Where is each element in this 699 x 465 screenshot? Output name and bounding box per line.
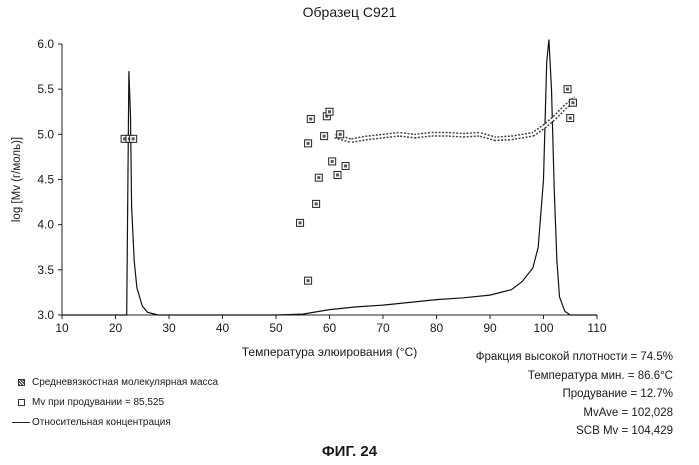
purge-point-center <box>306 279 310 283</box>
figure-label: ФИГ. 24 <box>321 443 378 460</box>
filled-square-icon <box>10 378 32 386</box>
legend-label: Mv при продувании = 85,525 <box>32 396 165 408</box>
y-tick-label: 3.0 <box>37 308 54 322</box>
purge-point-center <box>328 110 331 114</box>
purge-point-center <box>322 134 326 138</box>
y-tick-label: 4.5 <box>37 173 54 187</box>
x-tick-label: 100 <box>533 321 553 335</box>
x-tick-label: 10 <box>55 321 69 335</box>
legend-item-purge: Mv при продувании = 85,525 <box>10 392 218 412</box>
series-concentration-line <box>62 39 597 316</box>
purge-point-center <box>123 137 127 141</box>
stat-min-temperature: Температура мин. = 86.6°C <box>527 369 673 382</box>
x-tick-label: 50 <box>269 321 283 335</box>
y-tick-label: 6.0 <box>37 37 54 51</box>
open-square-icon <box>10 398 32 406</box>
legend-item-mv: Средневязкостная молекулярная масса <box>10 372 218 392</box>
x-tick-label: 110 <box>587 321 606 335</box>
purge-point-center <box>306 141 310 145</box>
legend-item-concentration: Относительная концентрация <box>10 412 218 432</box>
stat-scb-mv: SCB Mv = 104,429 <box>576 425 673 437</box>
purge-point-center <box>325 114 329 118</box>
stat-purge: Продувание = 12.7% <box>562 388 673 400</box>
x-axis-label: Температура элюирования (°C) <box>242 345 417 359</box>
legend-label: Средневязкостная молекулярная масса <box>32 376 219 388</box>
x-tick-label: 60 <box>323 321 337 335</box>
y-tick-label: 3.5 <box>37 263 54 277</box>
chart-title: Образец C921 <box>302 4 397 20</box>
line-icon <box>10 421 32 423</box>
legend-label: Относительная концентрация <box>32 416 171 428</box>
purge-point-center <box>330 159 334 163</box>
stat-high-density: Фракция высокой плотности = 74.5% <box>475 351 673 363</box>
purge-point-center <box>344 164 348 168</box>
stat-mvave: MvAve = 102,028 <box>583 406 673 419</box>
x-tick-label: 20 <box>109 321 123 335</box>
purge-point-center <box>314 202 318 206</box>
purge-point-center <box>131 137 135 141</box>
stats-block: Фракция высокой плотности = 74.5% Темпер… <box>476 348 673 441</box>
purge-point-center <box>568 116 572 120</box>
x-tick-label: 30 <box>162 321 176 335</box>
y-tick-label: 5.0 <box>37 127 54 141</box>
purge-point-center <box>571 101 575 105</box>
purge-point-center <box>298 221 302 225</box>
y-tick-label: 5.5 <box>37 82 54 96</box>
y-axis-label: log [Mv (г/моль)] <box>11 137 23 222</box>
y-tick-label: 4.0 <box>37 218 54 232</box>
series-mv-band-core <box>334 97 577 142</box>
x-tick-label: 70 <box>376 321 390 335</box>
purge-point-center <box>566 87 570 91</box>
x-tick-label: 40 <box>216 321 230 335</box>
x-tick-label: 90 <box>483 321 497 335</box>
purge-point-center <box>336 173 340 177</box>
purge-point-center <box>317 176 321 180</box>
legend: Средневязкостная молекулярная масса Mv п… <box>10 372 218 432</box>
x-tick-label: 80 <box>430 321 444 335</box>
purge-point-center <box>309 117 313 121</box>
purge-point-center <box>338 132 342 136</box>
